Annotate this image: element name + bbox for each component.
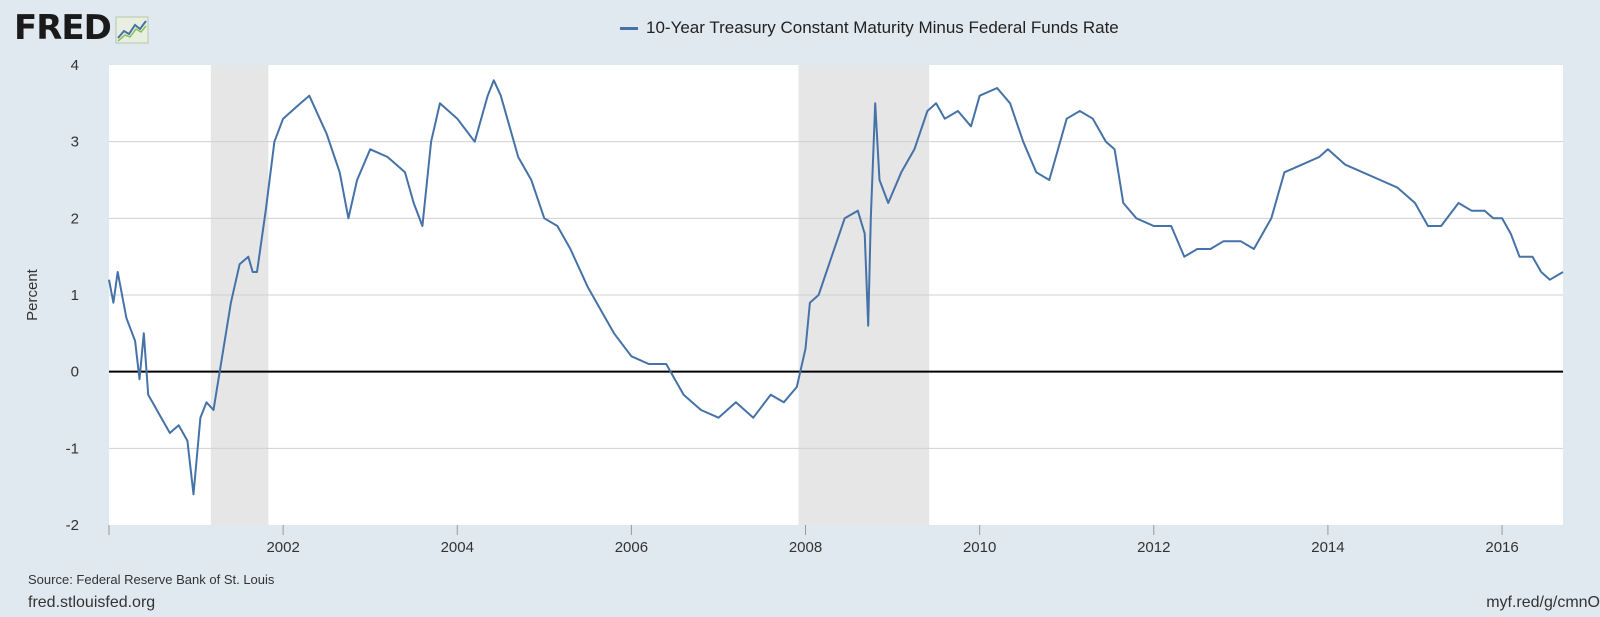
- x-tick-label: 2016: [1485, 539, 1518, 556]
- y-tick-label: -1: [66, 440, 79, 457]
- gridlines: [109, 141, 1563, 449]
- short-link[interactable]: myf.red/g/cmnO: [1486, 594, 1600, 611]
- y-tick-label: 0: [71, 364, 79, 381]
- y-axis-label: Percent: [24, 268, 41, 321]
- site-link[interactable]: fred.stlouisfed.org: [28, 594, 156, 611]
- y-tick-label: 4: [71, 57, 79, 74]
- y-tick-label: 1: [71, 287, 79, 304]
- legend-label: 10-Year Treasury Constant Maturity Minus…: [646, 18, 1119, 37]
- x-tick-label: 2004: [441, 539, 474, 556]
- y-tick-label: 3: [71, 134, 79, 151]
- x-tick-label: 2010: [963, 539, 996, 556]
- x-tick-label: 2006: [615, 539, 648, 556]
- logo-text: FRED: [14, 8, 112, 48]
- x-tick-label: 2002: [266, 539, 299, 556]
- y-tick-label: -2: [66, 517, 79, 534]
- x-tick-label: 2012: [1137, 539, 1170, 556]
- chart-legend[interactable]: 10-Year Treasury Constant Maturity Minus…: [620, 18, 1119, 38]
- x-tick-label: 2014: [1311, 539, 1344, 556]
- legend-swatch: [620, 26, 638, 30]
- series-line-0: [108, 79, 1564, 496]
- source-note: Source: Federal Reserve Bank of St. Loui…: [28, 572, 275, 587]
- series-group: [108, 79, 1564, 496]
- y-tick-label: 2: [71, 210, 79, 227]
- y-axis-tick-labels: -2 -1 0 1 2 3 4: [66, 57, 79, 534]
- x-axis-tick-labels: 2002 2004 2006 2008 2010 2012 2014 2016: [108, 525, 1519, 556]
- fred-logo[interactable]: FRED: [14, 8, 149, 48]
- trend-chart-icon: [115, 16, 149, 44]
- x-tick-label: 2008: [789, 539, 822, 556]
